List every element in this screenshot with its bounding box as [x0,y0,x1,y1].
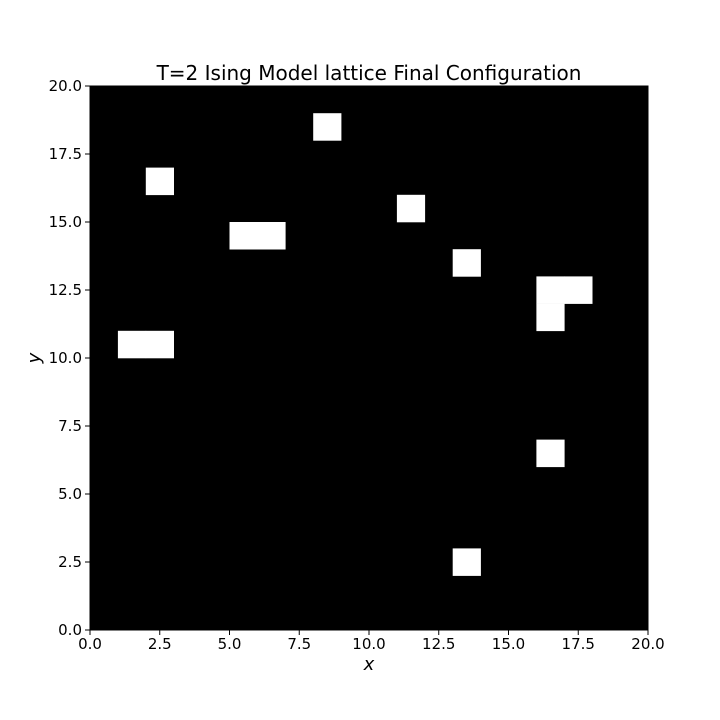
plot-area [89,85,649,631]
up-spin-cell [536,276,565,304]
up-spin-cell [145,330,174,359]
y-tick-label: 10.0 [49,349,82,367]
up-spin-cell [564,276,593,304]
x-tick-label: 12.5 [422,635,455,653]
y-tick-label: 7.5 [58,417,82,435]
x-tick-label: 20.0 [631,635,664,653]
y-tick-label: 0.0 [58,621,82,639]
x-tick-label: 10.0 [352,635,385,653]
up-spin-cell [452,249,481,277]
y-tick-label: 20.0 [49,77,82,95]
up-spin-cell [257,222,286,250]
up-spin-cell [536,303,565,332]
x-tick-label: 0.0 [78,635,102,653]
x-axis-ticks: 0.0 2.5 5.0 7.5 10.0 12.5 15.0 17.5 20.0 [78,630,665,653]
up-spin-cell [452,548,481,576]
y-axis-label: y [24,352,45,364]
up-spin-cell [117,330,147,359]
y-tick-label: 12.5 [49,281,82,299]
chart-title: T=2 Ising Model lattice Final Configurat… [156,61,582,85]
lattice-background [90,86,648,630]
up-spin-cell [536,439,565,468]
up-spin-cell [313,113,342,141]
up-spin-cell [229,222,258,250]
x-axis-label: x [363,654,375,675]
y-tick-label: 15.0 [49,213,82,231]
x-tick-label: 17.5 [562,635,595,653]
y-tick-label: 5.0 [58,485,82,503]
x-tick-label: 15.0 [492,635,525,653]
spin-cells [117,113,593,576]
y-tick-label: 17.5 [49,145,82,163]
up-spin-cell [145,167,174,196]
up-spin-cell [396,194,426,223]
x-tick-label: 2.5 [148,635,172,653]
y-axis-ticks: 0.0 2.5 5.0 7.5 10.0 12.5 15.0 17.5 20.0 [49,77,90,639]
y-tick-label: 2.5 [58,553,82,571]
x-tick-label: 7.5 [287,635,311,653]
x-tick-label: 5.0 [218,635,242,653]
